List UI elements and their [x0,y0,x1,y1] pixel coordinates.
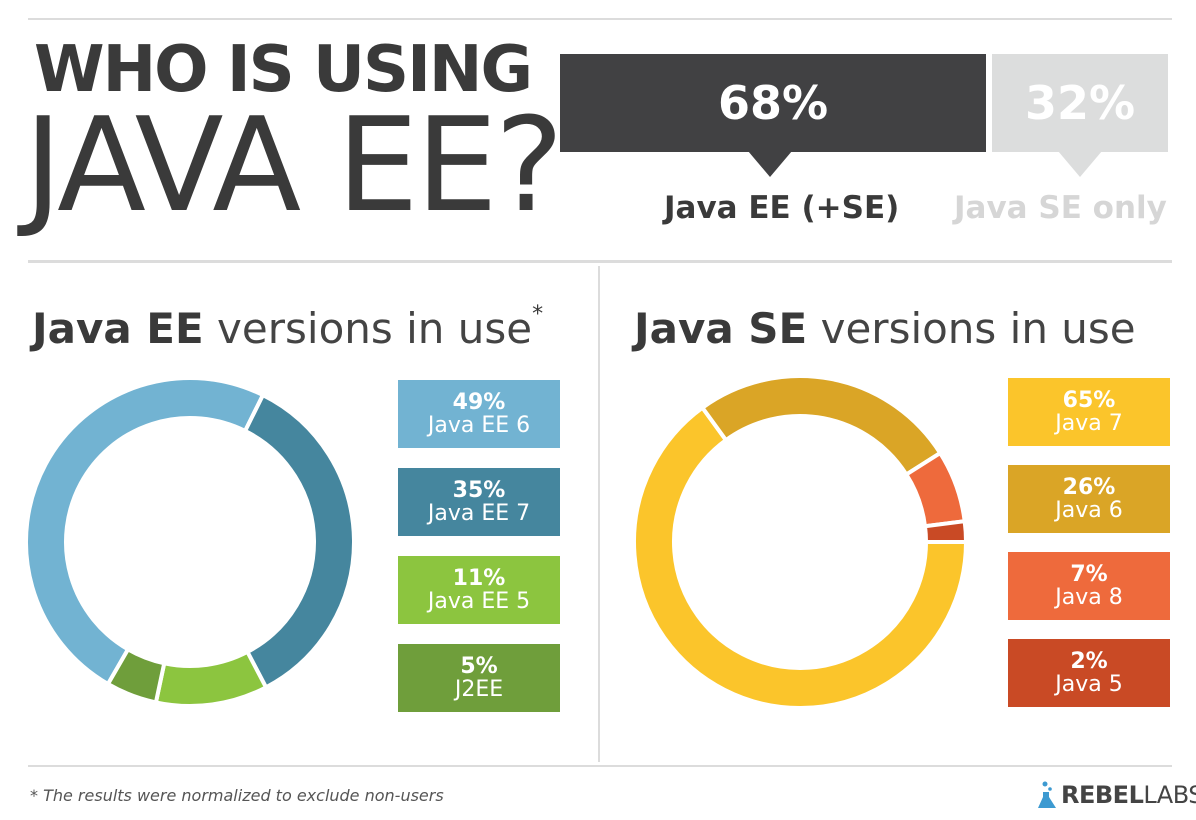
java-se-usage-pct: 32% [1024,76,1136,130]
java-ee-slice-java-ee-7 [242,392,356,691]
java-se-legend-label: Java 8 [1055,585,1123,610]
java-ee-legend-pct: 5% [460,653,498,679]
flask-icon [1038,781,1056,808]
java-ee-usage-label: Java EE (+SE) [664,190,900,226]
middle-divider [28,260,1172,263]
java-se-legend-pct: 2% [1070,648,1108,674]
java-se-legend-pct: 65% [1062,387,1116,413]
java-ee-legend-item-j2ee: 5% J2EE [398,644,560,712]
java-ee-legend-pct: 11% [452,565,506,591]
java-se-legend-item-java-7: 65% Java 7 [1008,378,1170,446]
java-ee-slice-java-ee-6 [24,376,266,687]
java-ee-legend-label: Java EE 6 [427,413,531,438]
java-se-legend-label: Java 6 [1055,498,1123,523]
java-ee-legend-label: Java EE 5 [427,589,531,614]
java-ee-title-strong: Java EE [32,304,204,353]
java-ee-pointer-icon [748,151,792,177]
vertical-divider [598,266,600,762]
java-se-legend-item-java-6: 26% Java 6 [1008,465,1170,533]
java-se-legend-label: Java 7 [1055,411,1123,436]
java-ee-usage-bar: 68% [560,54,986,152]
java-ee-legend-pct: 49% [452,389,506,415]
java-se-legend-item-java-5: 2% Java 5 [1008,639,1170,707]
java-se-slice-java-7 [632,404,968,710]
rebellabs-logo: REBEL LABS [1036,780,1196,810]
java-se-donut-chart [632,374,968,710]
footnote: * The results were normalized to exclude… [30,786,444,805]
title-line-1: WHO IS USING [34,33,533,107]
top-divider [28,18,1172,20]
java-se-usage-label: Java SE only [954,190,1167,226]
java-ee-section-title: Java EE versions in use* [32,302,544,353]
java-ee-legend-item-java-ee-5: 11% Java EE 5 [398,556,560,624]
title-line-2: JAVA EE? [24,89,564,241]
java-ee-title-asterisk: * [532,302,544,327]
logo-text-labs: LABS [1143,781,1196,809]
java-ee-legend-label: J2EE [454,677,504,702]
java-ee-slice-java-ee-5 [153,649,269,708]
java-se-title-strong: Java SE [634,304,808,353]
java-se-pointer-icon [1058,151,1102,177]
java-se-slice-java-5 [922,518,968,544]
java-se-legend-pct: 26% [1062,474,1116,500]
bottom-divider [28,765,1172,767]
logo-text-rebel: REBEL [1061,781,1144,809]
java-ee-legend-label: Java EE 7 [427,501,531,526]
java-se-legend-item-java-8: 7% Java 8 [1008,552,1170,620]
java-ee-slice-j2ee [105,646,167,705]
java-ee-usage-pct: 68% [717,76,829,130]
java-ee-title-light: versions in use [203,304,533,353]
java-se-usage-bar: 32% [992,54,1168,152]
java-ee-donut-chart [24,376,356,708]
java-se-section-title: Java SE versions in use [634,304,1136,353]
java-se-legend-pct: 7% [1070,561,1108,587]
java-ee-legend-item-java-ee-7: 35% Java EE 7 [398,468,560,536]
java-se-legend-label: Java 5 [1055,672,1123,697]
java-ee-legend-pct: 35% [452,477,506,503]
java-ee-legend-item-java-ee-6: 49% Java EE 6 [398,380,560,448]
java-se-slice-java-6 [699,374,943,478]
java-se-title-light: versions in use [807,304,1136,353]
